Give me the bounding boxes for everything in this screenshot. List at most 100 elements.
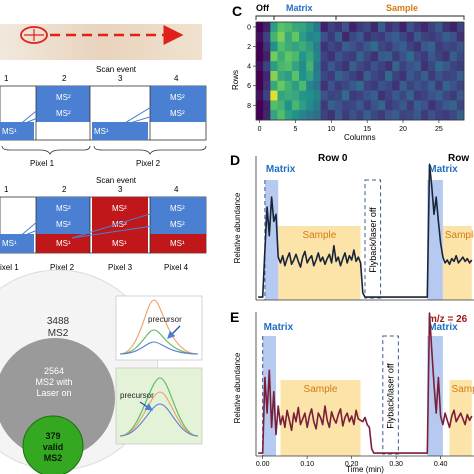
heatmap-cell: [456, 22, 465, 33]
heatmap-cell: [385, 51, 393, 62]
heatmap-y-axis: 0 2 4 6 8: [247, 24, 256, 110]
heatmap-cell: [420, 22, 429, 33]
ms1-label: MS¹: [112, 239, 127, 248]
heatmap-cell: [377, 80, 386, 91]
pixel-brace: [1, 145, 91, 155]
heatmap-cell: [313, 90, 321, 101]
heatmap-cell: [277, 90, 285, 101]
scan-event-2: 2: [62, 74, 67, 83]
heatmap-cell: [428, 51, 436, 62]
heatmap-cell: [256, 100, 264, 111]
heatmap-cell: [320, 80, 329, 91]
sample-region: [449, 380, 472, 456]
ms2-label: MS²: [112, 220, 127, 229]
heatmap-cell: [284, 41, 293, 52]
scan-event-2: 2: [62, 185, 67, 194]
heatmap-cell: [442, 41, 450, 52]
heatmap-cell: [342, 41, 350, 52]
heatmap-cell: [306, 71, 314, 82]
off-label: Off: [256, 3, 270, 13]
heatmap-cell: [413, 61, 422, 72]
e-series: [258, 312, 473, 454]
heatmap-cell: [449, 100, 458, 111]
heatmap-cell: [334, 110, 343, 121]
matrix-label: Matrix: [264, 322, 294, 333]
heatmap-cell: [406, 110, 415, 121]
heatmap-cell: [356, 51, 364, 62]
heatmap-cell: [435, 31, 443, 42]
heatmap-cell: [349, 110, 357, 121]
heatmap-cell: [306, 100, 314, 111]
heatmap-cell: [392, 80, 400, 91]
sample-label: Sample: [304, 384, 338, 395]
heatmap-cell: [456, 71, 465, 82]
heatmap-cell: [291, 61, 300, 72]
precursor-label: precursor: [148, 315, 182, 324]
sample-region: [442, 226, 472, 300]
venn-inner-label: MS2: [44, 453, 63, 463]
heatmap-cell: [363, 110, 372, 121]
heatmap-cell: [363, 41, 372, 52]
e-x-ticks: 0.00 0.10 0.20 0.30 0.40: [256, 456, 448, 468]
heatmap-cell: [320, 90, 329, 101]
heatmap-y-tick-label: 2: [247, 44, 251, 51]
heatmap-cell: [327, 61, 336, 72]
heatmap-cell: [263, 100, 271, 111]
ms1-label: MS¹: [94, 127, 109, 136]
e-x-tick-label: 0.20: [345, 461, 359, 468]
heatmap-cell: [356, 41, 364, 52]
heatmap-cell: [334, 61, 343, 72]
heatmap-cell: [263, 22, 271, 33]
scan-event-4: 4: [174, 185, 179, 194]
ms2-arrow: [119, 110, 167, 127]
heatmap-cell: [299, 61, 307, 72]
heatmap-cell: [449, 31, 458, 42]
ms1-block: [92, 122, 148, 140]
heatmap-cell: [277, 61, 285, 72]
ms2-arrow: [17, 111, 53, 127]
heatmap-cell: [306, 22, 314, 33]
heatmap-cell: [263, 51, 271, 62]
heatmap-cell: [270, 51, 278, 62]
heatmap-cell: [428, 31, 436, 42]
heatmap-cell: [420, 80, 429, 91]
heatmap-x-tick-label: 0: [258, 126, 262, 133]
heatmap-cell: [435, 80, 443, 91]
heatmap-cell: [299, 31, 307, 42]
pixel-label: ixel 1: [0, 263, 19, 272]
heatmap-cell: [356, 22, 364, 33]
scan-event-title: Scan event: [96, 176, 137, 185]
heatmap-cell: [406, 31, 415, 42]
heatmap-cell: [385, 61, 393, 72]
heatmap-cell: [413, 90, 422, 101]
heatmap-cell: [377, 51, 386, 62]
heatmap-cell: [392, 51, 400, 62]
tissue-panel: [0, 24, 202, 60]
row-title: Row 0: [318, 153, 348, 164]
heatmap-cell: [320, 41, 329, 52]
heatmap-cell: [356, 100, 364, 111]
heatmap-cell: [435, 110, 443, 121]
heatmap-cell: [277, 110, 285, 121]
matrix-region: [264, 180, 279, 300]
heatmap-cell: [284, 31, 293, 42]
heatmap-cell: [291, 100, 300, 111]
heatmap-cell: [299, 71, 307, 82]
heatmap-cell: [435, 100, 443, 111]
pixel-label: Pixel 1: [30, 159, 55, 168]
heatmap-cell: [442, 61, 450, 72]
heatmap-cell: [428, 90, 436, 101]
heatmap-cell: [277, 71, 285, 82]
venn-outer-count: 3488: [47, 316, 70, 327]
heatmap-cell: [263, 80, 271, 91]
sample-label: Sample: [386, 3, 418, 13]
heatmap-cell: [313, 41, 321, 52]
heatmap-cell: [413, 71, 422, 82]
heatmap-cell: [313, 71, 321, 82]
heatmap-cell: [334, 100, 343, 111]
heatmap-cell: [399, 71, 407, 82]
heatmap-cell: [356, 31, 364, 42]
heatmap-cell: [327, 41, 336, 52]
scan-diagram-b: Scan event 1 2 3 4 MS¹ MS² MS² MS¹ MS² M…: [0, 176, 207, 272]
heatmap-cell: [370, 110, 379, 121]
